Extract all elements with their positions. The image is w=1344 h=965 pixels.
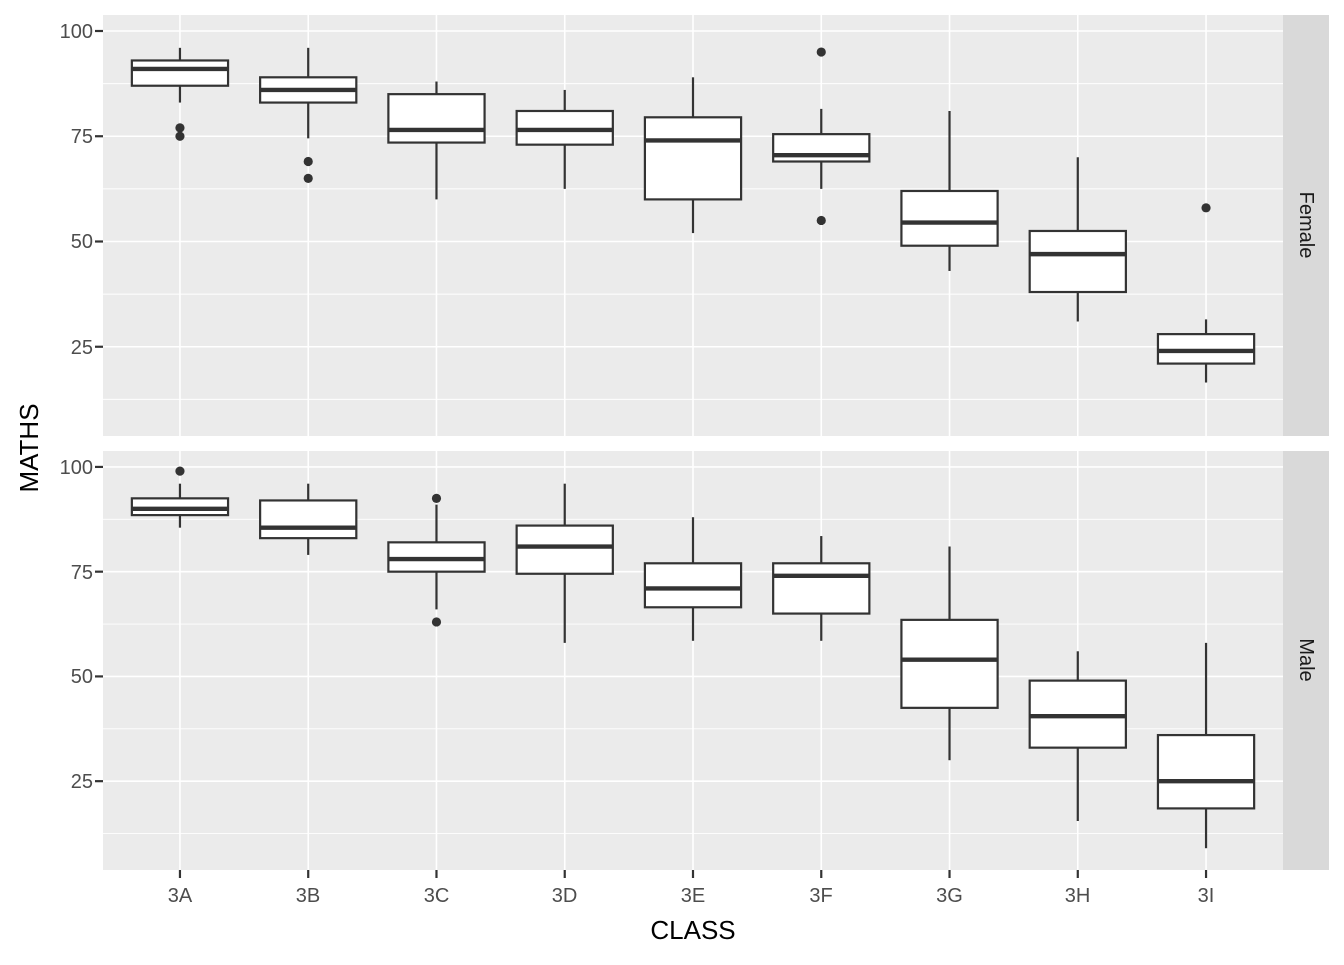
boxplot-female-3E [643, 77, 743, 234]
boxplot-male-3B [259, 483, 358, 555]
facet-strip-label-female: Female [1295, 192, 1317, 259]
outlier-point [303, 156, 313, 167]
x-tick-label-3E: 3E [681, 885, 705, 907]
boxplot-female-3G [900, 110, 999, 271]
box-iqr [1156, 733, 1256, 810]
axis-tick-marks [95, 29, 1208, 878]
boxplot-female-3A [130, 47, 230, 141]
boxplot-male-3H [1028, 651, 1127, 821]
panel-content-female [103, 15, 1283, 436]
facet-strip-label-male: Male [1295, 638, 1317, 681]
outlier-point [303, 173, 313, 183]
y-tick-label-male-75: 75 [71, 562, 93, 584]
outlier-point [175, 131, 185, 141]
box-iqr [900, 618, 999, 709]
y-tick-label-female-25: 25 [71, 337, 93, 359]
boxplot-male-3G [900, 546, 999, 761]
y-tick-label-female-75: 75 [71, 126, 93, 148]
outlier-point [431, 493, 442, 503]
box-iqr [643, 116, 743, 201]
outlier-point [431, 617, 442, 627]
boxplot-male-3D [515, 483, 614, 643]
box-iqr [259, 499, 358, 540]
box-iqr [772, 133, 871, 163]
facet-strip-male [1283, 451, 1329, 870]
box-iqr [900, 189, 999, 247]
outlier-point [175, 123, 185, 133]
box-iqr [387, 93, 486, 144]
x-tick-label-3C: 3C [424, 885, 450, 907]
x-tick-label-3I: 3I [1198, 885, 1215, 907]
boxplot-male-3C [387, 493, 486, 627]
boxplot-male-3A [130, 466, 230, 528]
outlier-point [816, 47, 826, 57]
x-tick-label-3F: 3F [809, 885, 832, 907]
boxplot-female-3C [387, 81, 486, 200]
y-tick-label-female-100: 100 [60, 21, 93, 43]
box-iqr [643, 562, 743, 609]
x-tick-label-3G: 3G [936, 885, 963, 907]
y-tick-label-male-25: 25 [71, 771, 93, 793]
boxplot-female-3D [515, 89, 614, 189]
boxplot-female-3B [259, 47, 358, 183]
boxplot-male-3F [772, 536, 871, 641]
facet-strip-female [1283, 15, 1329, 436]
box-iqr [130, 59, 230, 87]
boxplot-female-3I [1156, 203, 1256, 383]
box-iqr [515, 524, 614, 575]
box-iqr [1028, 229, 1127, 294]
x-tick-label-3B: 3B [296, 885, 320, 907]
y-tick-label-male-100: 100 [60, 457, 93, 479]
x-axis-title: CLASS [650, 915, 735, 945]
outlier-point [1201, 203, 1211, 213]
boxplot-male-3E [643, 517, 743, 641]
x-tick-label-3H: 3H [1065, 885, 1091, 907]
x-tick-label-3D: 3D [552, 885, 578, 907]
outlier-point [175, 466, 185, 476]
boxplot-male-3I [1156, 642, 1256, 849]
y-tick-label-female-50: 50 [71, 231, 93, 253]
x-tick-label-3A: 3A [168, 885, 193, 907]
outlier-point [816, 215, 826, 226]
boxplot-female-3H [1028, 157, 1127, 322]
y-axis-title: MATHS [14, 403, 44, 492]
boxplot-female-3F [772, 47, 871, 226]
panel-content-male [103, 451, 1283, 870]
y-tick-label-male-50: 50 [71, 666, 93, 688]
box-iqr [772, 562, 871, 615]
